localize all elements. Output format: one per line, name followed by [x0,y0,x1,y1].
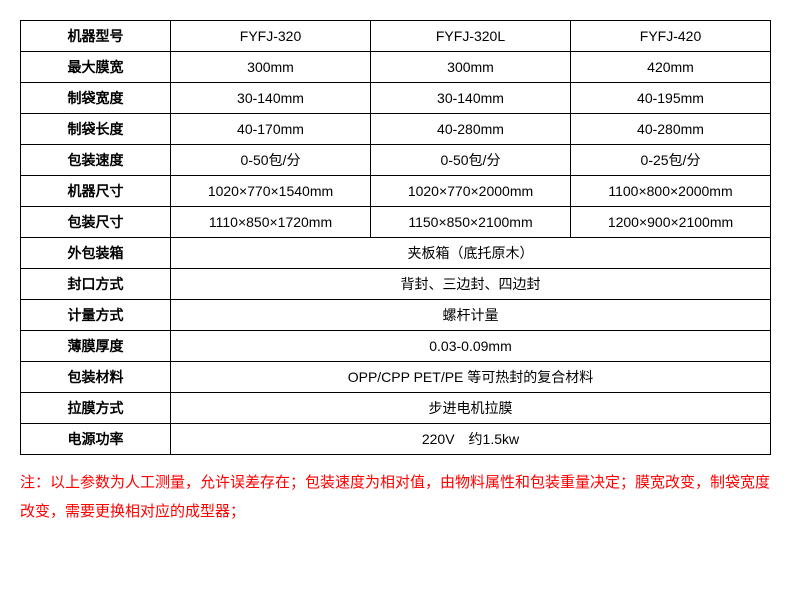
cell: 0-25包/分 [571,145,771,176]
cell: 1020×770×1540mm [171,176,371,207]
table-row: 计量方式 螺杆计量 [21,300,771,331]
cell: 30-140mm [171,83,371,114]
row-label: 包装速度 [21,145,171,176]
table-row: 最大膜宽 300mm 300mm 420mm [21,52,771,83]
cell: 300mm [371,52,571,83]
cell: 40-195mm [571,83,771,114]
cell: 0-50包/分 [371,145,571,176]
row-label: 最大膜宽 [21,52,171,83]
row-label: 拉膜方式 [21,393,171,424]
cell: 1200×900×2100mm [571,207,771,238]
cell-span: OPP/CPP PET/PE 等可热封的复合材料 [171,362,771,393]
row-label: 制袋长度 [21,114,171,145]
row-label: 制袋宽度 [21,83,171,114]
cell: FYFJ-320L [371,21,571,52]
table-row: 机器尺寸 1020×770×1540mm 1020×770×2000mm 110… [21,176,771,207]
table-row: 制袋宽度 30-140mm 30-140mm 40-195mm [21,83,771,114]
cell: 40-280mm [371,114,571,145]
row-label: 计量方式 [21,300,171,331]
table-row: 外包装箱 夹板箱（底托原木） [21,238,771,269]
cell-span: 夹板箱（底托原木） [171,238,771,269]
table-row: 包装尺寸 1110×850×1720mm 1150×850×2100mm 120… [21,207,771,238]
cell: 40-170mm [171,114,371,145]
cell: 300mm [171,52,371,83]
table-row: 包装材料 OPP/CPP PET/PE 等可热封的复合材料 [21,362,771,393]
table-row: 包装速度 0-50包/分 0-50包/分 0-25包/分 [21,145,771,176]
cell: 1150×850×2100mm [371,207,571,238]
row-label: 电源功率 [21,424,171,455]
table-row: 封口方式 背封、三边封、四边封 [21,269,771,300]
cell: 30-140mm [371,83,571,114]
cell: FYFJ-420 [571,21,771,52]
row-label: 机器尺寸 [21,176,171,207]
row-label: 封口方式 [21,269,171,300]
row-label: 薄膜厚度 [21,331,171,362]
cell: 1110×850×1720mm [171,207,371,238]
cell: FYFJ-320 [171,21,371,52]
row-label: 外包装箱 [21,238,171,269]
cell-span: 步进电机拉膜 [171,393,771,424]
cell: 1020×770×2000mm [371,176,571,207]
table-row: 机器型号 FYFJ-320 FYFJ-320L FYFJ-420 [21,21,771,52]
cell-span: 背封、三边封、四边封 [171,269,771,300]
table-row: 电源功率 220V 约1.5kw [21,424,771,455]
table-row: 制袋长度 40-170mm 40-280mm 40-280mm [21,114,771,145]
spec-table-body: 机器型号 FYFJ-320 FYFJ-320L FYFJ-420 最大膜宽 30… [21,21,771,455]
cell-span: 220V 约1.5kw [171,424,771,455]
row-label: 包装材料 [21,362,171,393]
footnote: 注：以上参数为人工测量，允许误差存在；包装速度为相对值，由物料属性和包装重量决定… [20,469,770,526]
row-label: 包装尺寸 [21,207,171,238]
cell: 0-50包/分 [171,145,371,176]
table-row: 拉膜方式 步进电机拉膜 [21,393,771,424]
cell-span: 0.03-0.09mm [171,331,771,362]
spec-table: 机器型号 FYFJ-320 FYFJ-320L FYFJ-420 最大膜宽 30… [20,20,771,455]
table-row: 薄膜厚度 0.03-0.09mm [21,331,771,362]
cell: 1100×800×2000mm [571,176,771,207]
cell: 420mm [571,52,771,83]
cell: 40-280mm [571,114,771,145]
cell-span: 螺杆计量 [171,300,771,331]
row-label: 机器型号 [21,21,171,52]
